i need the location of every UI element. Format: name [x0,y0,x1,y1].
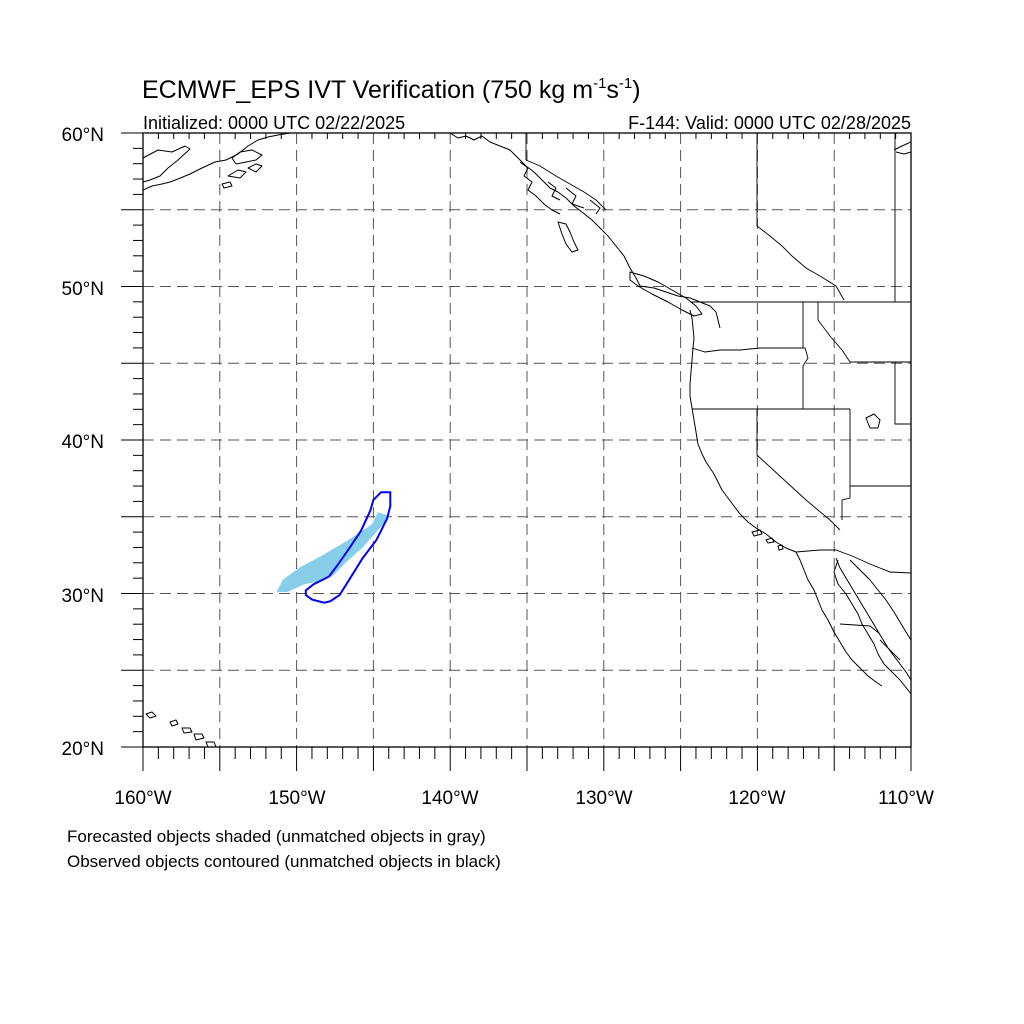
coastlines [143,133,911,747]
longitude-label: 120°W [728,788,785,809]
observed-object-contour [304,491,392,604]
kodiak-area-islands [221,149,263,189]
baja-california-pacific-coast [795,551,883,687]
longitude-label: 140°W [421,788,478,809]
longitude-label: 150°W [268,788,325,809]
vancouver-island [629,271,703,317]
latitude-label: 20°N [62,739,104,760]
longitude-label: 160°W [114,788,171,809]
latitude-labels: 60°N 50°N 40°N 30°N 20°N [62,125,104,760]
mexican-state-boundaries [839,623,901,661]
gulf-of-alaska-and-bc-coast [449,133,721,329]
inland-lake-outline [865,413,881,429]
alexander-archipelago [519,161,601,215]
longitude-labels: 160°W 150°W 140°W 130°W 120°W 110°W [114,788,934,809]
longitude-label: 130°W [575,788,632,809]
alaska-canada-border [525,133,607,211]
haida-gwaii [557,221,579,253]
gulf-of-california-coast [833,557,911,695]
valid-time: F-144: Valid: 0000 UTC 02/28/2025 [628,113,911,133]
canadian-provincial-boundaries [756,133,896,302]
initialized-time: Initialized: 0000 UTC 02/22/2025 [143,113,405,133]
latitude-label: 60°N [62,125,104,146]
hawaiian-islands [145,711,217,747]
figure-title: ECMWF_EPS IVT Verification (750 kg m-1s-… [142,75,641,104]
us-state-boundaries [691,302,911,531]
axis-ticks [121,132,912,771]
us-mexico-border [795,549,911,574]
mainland-mexico-coast [849,559,911,641]
hudson-bay-edge [893,141,911,155]
alaska-peninsula-coast [143,133,291,191]
latitude-label: 30°N [62,586,104,607]
forecast-legend-note: Forecasted objects shaded (unmatched obj… [67,827,486,846]
political-borders [525,133,911,661]
forecast-object-shaded [276,512,388,592]
channel-islands [751,529,784,551]
observed-legend-note: Observed objects contoured (unmatched ob… [67,852,501,871]
graticule-gridlines [143,133,911,747]
latitude-label: 50°N [62,279,104,300]
map-frame [142,132,912,748]
map-panel [121,132,912,771]
latitude-label: 40°N [62,432,104,453]
longitude-label: 110°W [878,788,934,809]
us-west-coast [689,309,797,553]
